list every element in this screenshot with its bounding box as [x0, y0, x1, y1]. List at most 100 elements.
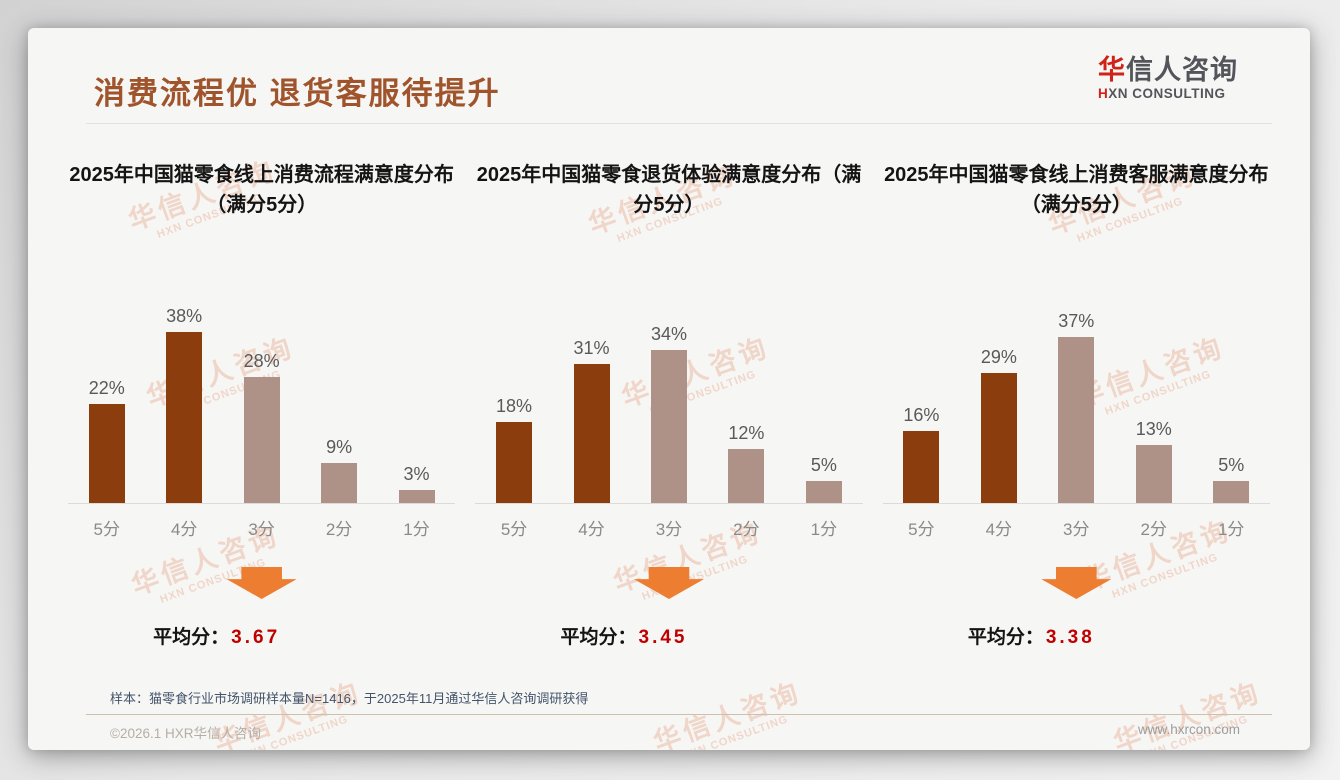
- x-axis-label: 3分: [1063, 520, 1090, 539]
- x-axis-label: 5分: [500, 520, 528, 539]
- plot-area: 22% 38% 28% 9% 3%: [68, 242, 456, 504]
- logo-chinese-name: 华信人咨询: [1098, 55, 1238, 86]
- bar-value-label: 18%: [496, 396, 533, 416]
- logo-cn-rest: 信人咨询: [1126, 55, 1238, 85]
- plot-area: 18% 31% 34% 12% 5%: [475, 242, 863, 504]
- x-axis: 5分 4分 3分 2分 1分: [68, 504, 455, 540]
- bar-value-label: 16%: [903, 405, 940, 425]
- bar: [573, 363, 610, 503]
- x-axis-label: 4分: [578, 520, 605, 539]
- x-axis-label: 5分: [908, 520, 935, 539]
- logo-en-rest: XN CONSULTING: [1108, 85, 1226, 101]
- bar: [980, 372, 1017, 503]
- charts-row: 2025年中国猫零食线上消费流程满意度分布（满分5分） 22% 38% 28% …: [58, 160, 1280, 649]
- watermark: 华信人咨询 HXN CONSULTING: [1109, 676, 1266, 750]
- bar: [1213, 480, 1250, 503]
- bar: [321, 462, 358, 503]
- company-logo: 华信人咨询 HXN CONSULTING: [1098, 55, 1238, 101]
- x-axis-label: 5分: [93, 520, 120, 539]
- average-score: 平均分： 3.67: [153, 622, 280, 649]
- bar-group: 3%: [378, 463, 455, 503]
- bar: [728, 449, 765, 503]
- down-arrow-icon: [633, 567, 704, 599]
- bar-group: 38%: [145, 306, 222, 503]
- bar-group: 28%: [223, 351, 300, 503]
- bar-group: 9%: [300, 436, 377, 503]
- x-axis: 5分 4分 3分 2分 1分: [883, 504, 1270, 540]
- arrow-area: [226, 554, 297, 612]
- chart-consumption-process: 2025年中国猫零食线上消费流程满意度分布（满分5分） 22% 38% 28% …: [58, 160, 465, 649]
- bar-value-label: 3%: [403, 463, 430, 484]
- average-label: 平均分：: [560, 627, 637, 648]
- bar: [1058, 336, 1095, 503]
- x-axis-label: 4分: [985, 520, 1013, 539]
- bar-group: 13%: [1115, 418, 1192, 503]
- chart-title: 2025年中国猫零食退货体验满意度分布（满分5分）: [476, 164, 862, 216]
- bar-value-label: 34%: [650, 324, 687, 344]
- average-value: 3.38: [1045, 627, 1095, 648]
- plot-area: 16% 29% 37% 13% 5%: [882, 242, 1270, 504]
- footer-divider: [86, 714, 1272, 715]
- arrow-area: [633, 554, 704, 612]
- average-value: 3.67: [231, 627, 281, 648]
- chart-title: 2025年中国猫零食线上消费客服满意度分布（满分5分）: [884, 164, 1269, 216]
- bar-value-label: 37%: [1058, 310, 1095, 331]
- x-axis-label: 2分: [733, 520, 760, 539]
- arrow-area: [1041, 554, 1112, 612]
- average-label: 平均分：: [153, 627, 230, 648]
- logo-en-accent: H: [1098, 85, 1109, 101]
- x-axis-label: 3分: [248, 520, 275, 539]
- x-axis-label: 1分: [810, 520, 838, 539]
- average-label: 平均分：: [967, 627, 1044, 648]
- chart-customer-service: 2025年中国猫零食线上消费客服满意度分布（满分5分） 16% 29% 37% …: [873, 160, 1280, 649]
- sample-note: 样本：猫零食行业市场调研样本量N=1416，于2025年11月通过华信人咨询调研…: [110, 691, 589, 706]
- down-arrow-icon: [226, 567, 297, 599]
- bar: [243, 377, 280, 503]
- bar-group: 34%: [630, 324, 707, 503]
- bar-value-label: 12%: [728, 423, 765, 443]
- copyright-text: ©2026.1 HXR华信人咨询: [110, 726, 261, 741]
- bar-value-label: 28%: [243, 351, 280, 371]
- x-axis-label: 1分: [1217, 520, 1245, 539]
- bar-group: 18%: [475, 396, 552, 503]
- bar-group: 5%: [785, 454, 862, 503]
- chart-title: 2025年中国猫零食线上消费流程满意度分布（满分5分）: [69, 164, 454, 216]
- bar-group: 12%: [708, 423, 785, 503]
- bar: [398, 489, 435, 503]
- bar-group: 29%: [960, 346, 1037, 503]
- bar-value-label: 5%: [810, 454, 837, 475]
- bar: [166, 332, 203, 503]
- bar-value-label: 9%: [326, 436, 353, 457]
- bar-value-label: 22%: [88, 378, 125, 398]
- logo-english-name: HXN CONSULTING: [1098, 86, 1238, 101]
- bar-value-label: 31%: [573, 337, 610, 358]
- bar-group: 37%: [1038, 310, 1115, 503]
- x-axis-label: 2分: [1140, 520, 1167, 539]
- average-score: 平均分： 3.38: [968, 622, 1095, 649]
- bar: [88, 404, 125, 503]
- bar-group: 31%: [553, 337, 630, 503]
- x-axis-label: 1分: [403, 520, 430, 539]
- bar-value-label: 29%: [980, 346, 1017, 367]
- x-axis-label: 2分: [325, 520, 353, 539]
- x-axis-label: 4分: [170, 520, 198, 539]
- bar: [496, 422, 533, 503]
- chart-return-experience: 2025年中国猫零食退货体验满意度分布（满分5分） 18% 31% 34% 12…: [465, 160, 872, 649]
- bar-group: 22%: [68, 378, 145, 503]
- bar: [805, 480, 842, 503]
- x-axis: 5分 4分 3分 2分 1分: [475, 504, 862, 540]
- logo-cn-accent: 华: [1098, 55, 1126, 85]
- bar-value-label: 38%: [166, 306, 203, 326]
- x-axis-label: 3分: [655, 520, 683, 539]
- bar-value-label: 13%: [1135, 418, 1172, 439]
- bar: [1135, 444, 1172, 503]
- page-title: 消费流程优 退货客服待提升: [94, 76, 501, 111]
- website-url: www.hxrcon.com: [1137, 722, 1240, 737]
- average-score: 平均分： 3.45: [560, 622, 687, 649]
- bar: [650, 350, 687, 503]
- down-arrow-icon: [1041, 567, 1112, 599]
- watermark: 华信人咨询 HXN CONSULTING: [649, 676, 806, 750]
- header-divider: [86, 123, 1272, 124]
- bar-group: 16%: [883, 405, 960, 503]
